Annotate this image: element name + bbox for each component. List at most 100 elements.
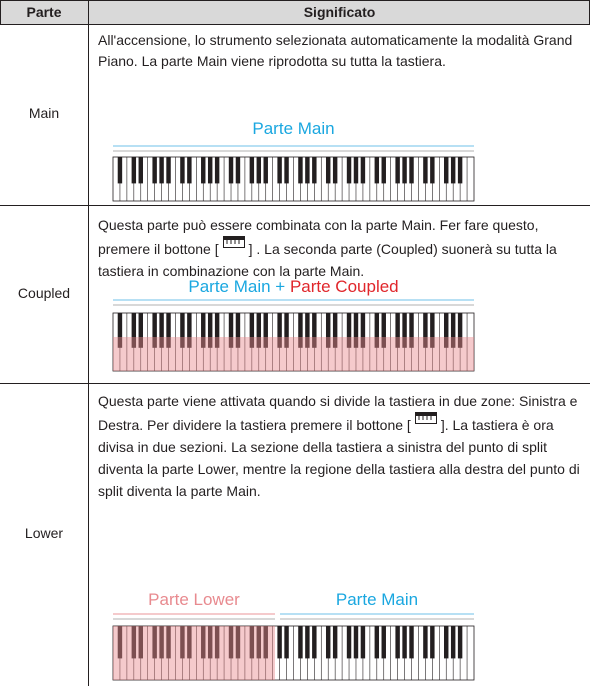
black-key [360, 626, 366, 659]
part-name: Main [28, 105, 60, 121]
zone-label: Parte Main [335, 590, 419, 609]
black-key [117, 626, 123, 659]
black-key [444, 313, 449, 348]
black-key [207, 157, 213, 184]
black-key [235, 626, 241, 659]
black-key [430, 313, 435, 348]
black-key [353, 157, 359, 184]
header-cell: Significato [89, 0, 590, 24]
black-key [284, 313, 289, 348]
black-key [187, 313, 192, 348]
black-key [277, 157, 282, 184]
black-key [214, 313, 220, 348]
black-key [201, 313, 206, 348]
description: Questa parte può essere combinata con la… [98, 214, 584, 282]
black-key [305, 313, 310, 348]
black-key [353, 313, 359, 348]
black-key [180, 313, 185, 348]
black-key [325, 157, 331, 184]
part-name: Coupled [17, 285, 71, 301]
black-key [423, 626, 428, 659]
black-key [235, 157, 241, 184]
border [0, 0, 1, 24]
black-key [430, 157, 435, 184]
black-key [138, 157, 143, 184]
black-key [249, 626, 255, 659]
description: All'accensione, lo strumento selezionata… [98, 32, 573, 69]
black-key [457, 157, 463, 184]
text: ]. La tastiera è ora divisa in due sezio… [98, 417, 580, 499]
black-key [402, 626, 407, 659]
black-key [346, 313, 352, 348]
part-name: Lower [24, 525, 64, 541]
black-key [395, 626, 400, 659]
black-key [166, 626, 171, 659]
black-key [332, 157, 338, 184]
black-key [353, 626, 359, 659]
border [0, 0, 590, 1]
black-key [180, 626, 185, 659]
black-key [430, 626, 435, 659]
black-key [381, 626, 386, 659]
black-key [152, 626, 157, 659]
black-key [402, 313, 407, 348]
black-key [256, 313, 262, 348]
black-key [187, 157, 192, 184]
border [0, 205, 590, 206]
black-key [346, 626, 352, 659]
black-key [374, 157, 380, 184]
keyboard-icon [222, 236, 245, 248]
zone-label: Parte Main + Parte Coupled [113, 277, 474, 297]
black-key [450, 157, 456, 184]
black-key [228, 313, 234, 348]
black-key [207, 626, 213, 659]
black-key [457, 626, 463, 659]
black-key [159, 157, 164, 184]
black-key [325, 313, 331, 348]
black-key [423, 313, 428, 348]
black-key [409, 313, 414, 348]
black-key [131, 313, 137, 348]
black-key [249, 157, 255, 184]
black-key [423, 157, 428, 184]
border [0, 24, 590, 25]
black-key [457, 313, 463, 348]
black-key [138, 626, 143, 659]
black-key [214, 157, 220, 184]
keyboard-icon [414, 412, 437, 424]
black-key [298, 313, 303, 348]
black-key [374, 313, 380, 348]
black-key [263, 626, 268, 659]
border [88, 0, 89, 686]
black-key [166, 313, 171, 348]
black-key [312, 313, 317, 348]
black-key [187, 626, 192, 659]
black-key [256, 157, 262, 184]
black-key [298, 626, 303, 659]
black-key [117, 313, 123, 348]
black-key [214, 626, 220, 659]
black-key [312, 157, 317, 184]
black-key [201, 626, 206, 659]
black-key [332, 313, 338, 348]
black-key [346, 157, 352, 184]
black-key [332, 626, 338, 659]
black-key [381, 157, 386, 184]
black-key [284, 626, 289, 659]
zone-label: Parte Main + [188, 277, 286, 296]
black-key [235, 313, 241, 348]
zone-label: Parte Lower [148, 590, 240, 609]
black-key [305, 157, 310, 184]
black-key [444, 626, 449, 659]
black-key [312, 626, 317, 659]
black-key [402, 157, 407, 184]
black-key [263, 157, 268, 184]
black-key [228, 157, 234, 184]
black-key [305, 626, 310, 659]
black-key [117, 157, 123, 184]
overlay [113, 626, 275, 680]
border [0, 383, 590, 384]
black-key [298, 157, 303, 184]
